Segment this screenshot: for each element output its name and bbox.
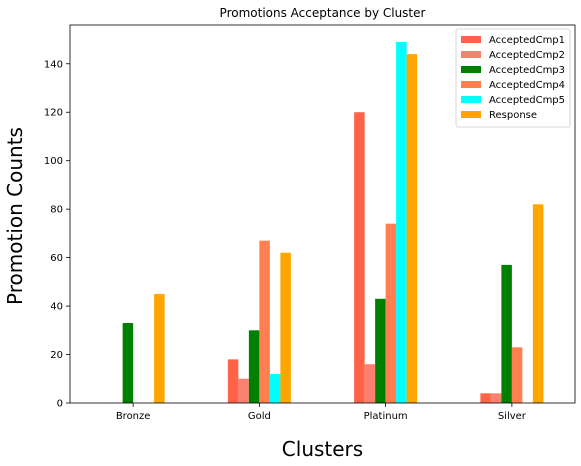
legend-swatch bbox=[461, 96, 481, 103]
y-tick-label: 40 bbox=[50, 302, 63, 313]
legend-swatch bbox=[461, 51, 481, 58]
bar-acceptedcmp5-gold bbox=[269, 373, 281, 403]
plot-frame bbox=[69, 24, 576, 404]
y-tick-label: 80 bbox=[50, 205, 63, 216]
bar-acceptedcmp3-gold bbox=[248, 330, 260, 403]
x-tick-label: Bronze bbox=[116, 411, 151, 422]
bar-acceptedcmp1-gold bbox=[227, 359, 239, 403]
bar-acceptedcmp2-silver bbox=[490, 393, 502, 403]
bar-acceptedcmp1-silver bbox=[480, 393, 491, 403]
bar-acceptedcmp5-platinum bbox=[396, 41, 407, 404]
y-tick-label: 140 bbox=[44, 59, 63, 70]
bar-acceptedcmp2-platinum bbox=[364, 364, 376, 403]
legend-label: Response bbox=[489, 110, 537, 121]
legend: AcceptedCmp1 AcceptedCmp2 AcceptedCmp3 Acce… bbox=[455, 28, 571, 128]
x-tick-label: Platinum bbox=[364, 411, 408, 422]
legend-label: AcceptedCmp3 bbox=[489, 65, 565, 76]
bar-response-gold bbox=[280, 252, 291, 403]
bar-response-bronze bbox=[154, 293, 165, 403]
legend-swatch bbox=[461, 36, 481, 43]
bar-acceptedcmp1-platinum bbox=[354, 112, 365, 403]
legend-swatch bbox=[461, 111, 481, 118]
legend-swatch bbox=[461, 81, 481, 88]
y-tick-label: 20 bbox=[50, 350, 63, 361]
bar-response-silver bbox=[532, 204, 544, 403]
y-tick-label: 120 bbox=[44, 108, 63, 119]
legend-label: AcceptedCmp1 bbox=[489, 35, 565, 46]
x-axis-title: Clusters bbox=[282, 437, 363, 461]
bar-acceptedcmp3-silver bbox=[501, 264, 512, 403]
y-tick-label: 60 bbox=[50, 253, 63, 264]
bar-acceptedcmp2-gold bbox=[238, 378, 249, 403]
legend-box bbox=[455, 28, 571, 128]
bar-acceptedcmp4-platinum bbox=[385, 223, 397, 403]
y-axis-title: Promotion Counts bbox=[3, 127, 27, 305]
legend-label: AcceptedCmp2 bbox=[489, 50, 565, 61]
y-tick-label: 0 bbox=[57, 399, 63, 410]
legend-swatch bbox=[461, 66, 481, 73]
bar-acceptedcmp4-gold bbox=[259, 240, 270, 403]
plot-area: 0 20 40 60 80 100 120 140 Bronze Gold Platinum Silv… bbox=[44, 24, 576, 422]
bar-response-platinum bbox=[406, 54, 418, 403]
chart-title: Promotions Acceptance by Cluster bbox=[220, 6, 426, 20]
y-tick-label: 100 bbox=[44, 156, 63, 167]
bar-acceptedcmp3-bronze bbox=[122, 323, 134, 403]
x-tick-label: Silver bbox=[498, 411, 527, 422]
x-tick-label: Gold bbox=[248, 411, 271, 422]
bar-acceptedcmp4-silver bbox=[511, 347, 523, 403]
legend-label: AcceptedCmp5 bbox=[489, 95, 565, 106]
legend-label: AcceptedCmp4 bbox=[489, 80, 565, 91]
bar-acceptedcmp3-platinum bbox=[375, 298, 386, 403]
